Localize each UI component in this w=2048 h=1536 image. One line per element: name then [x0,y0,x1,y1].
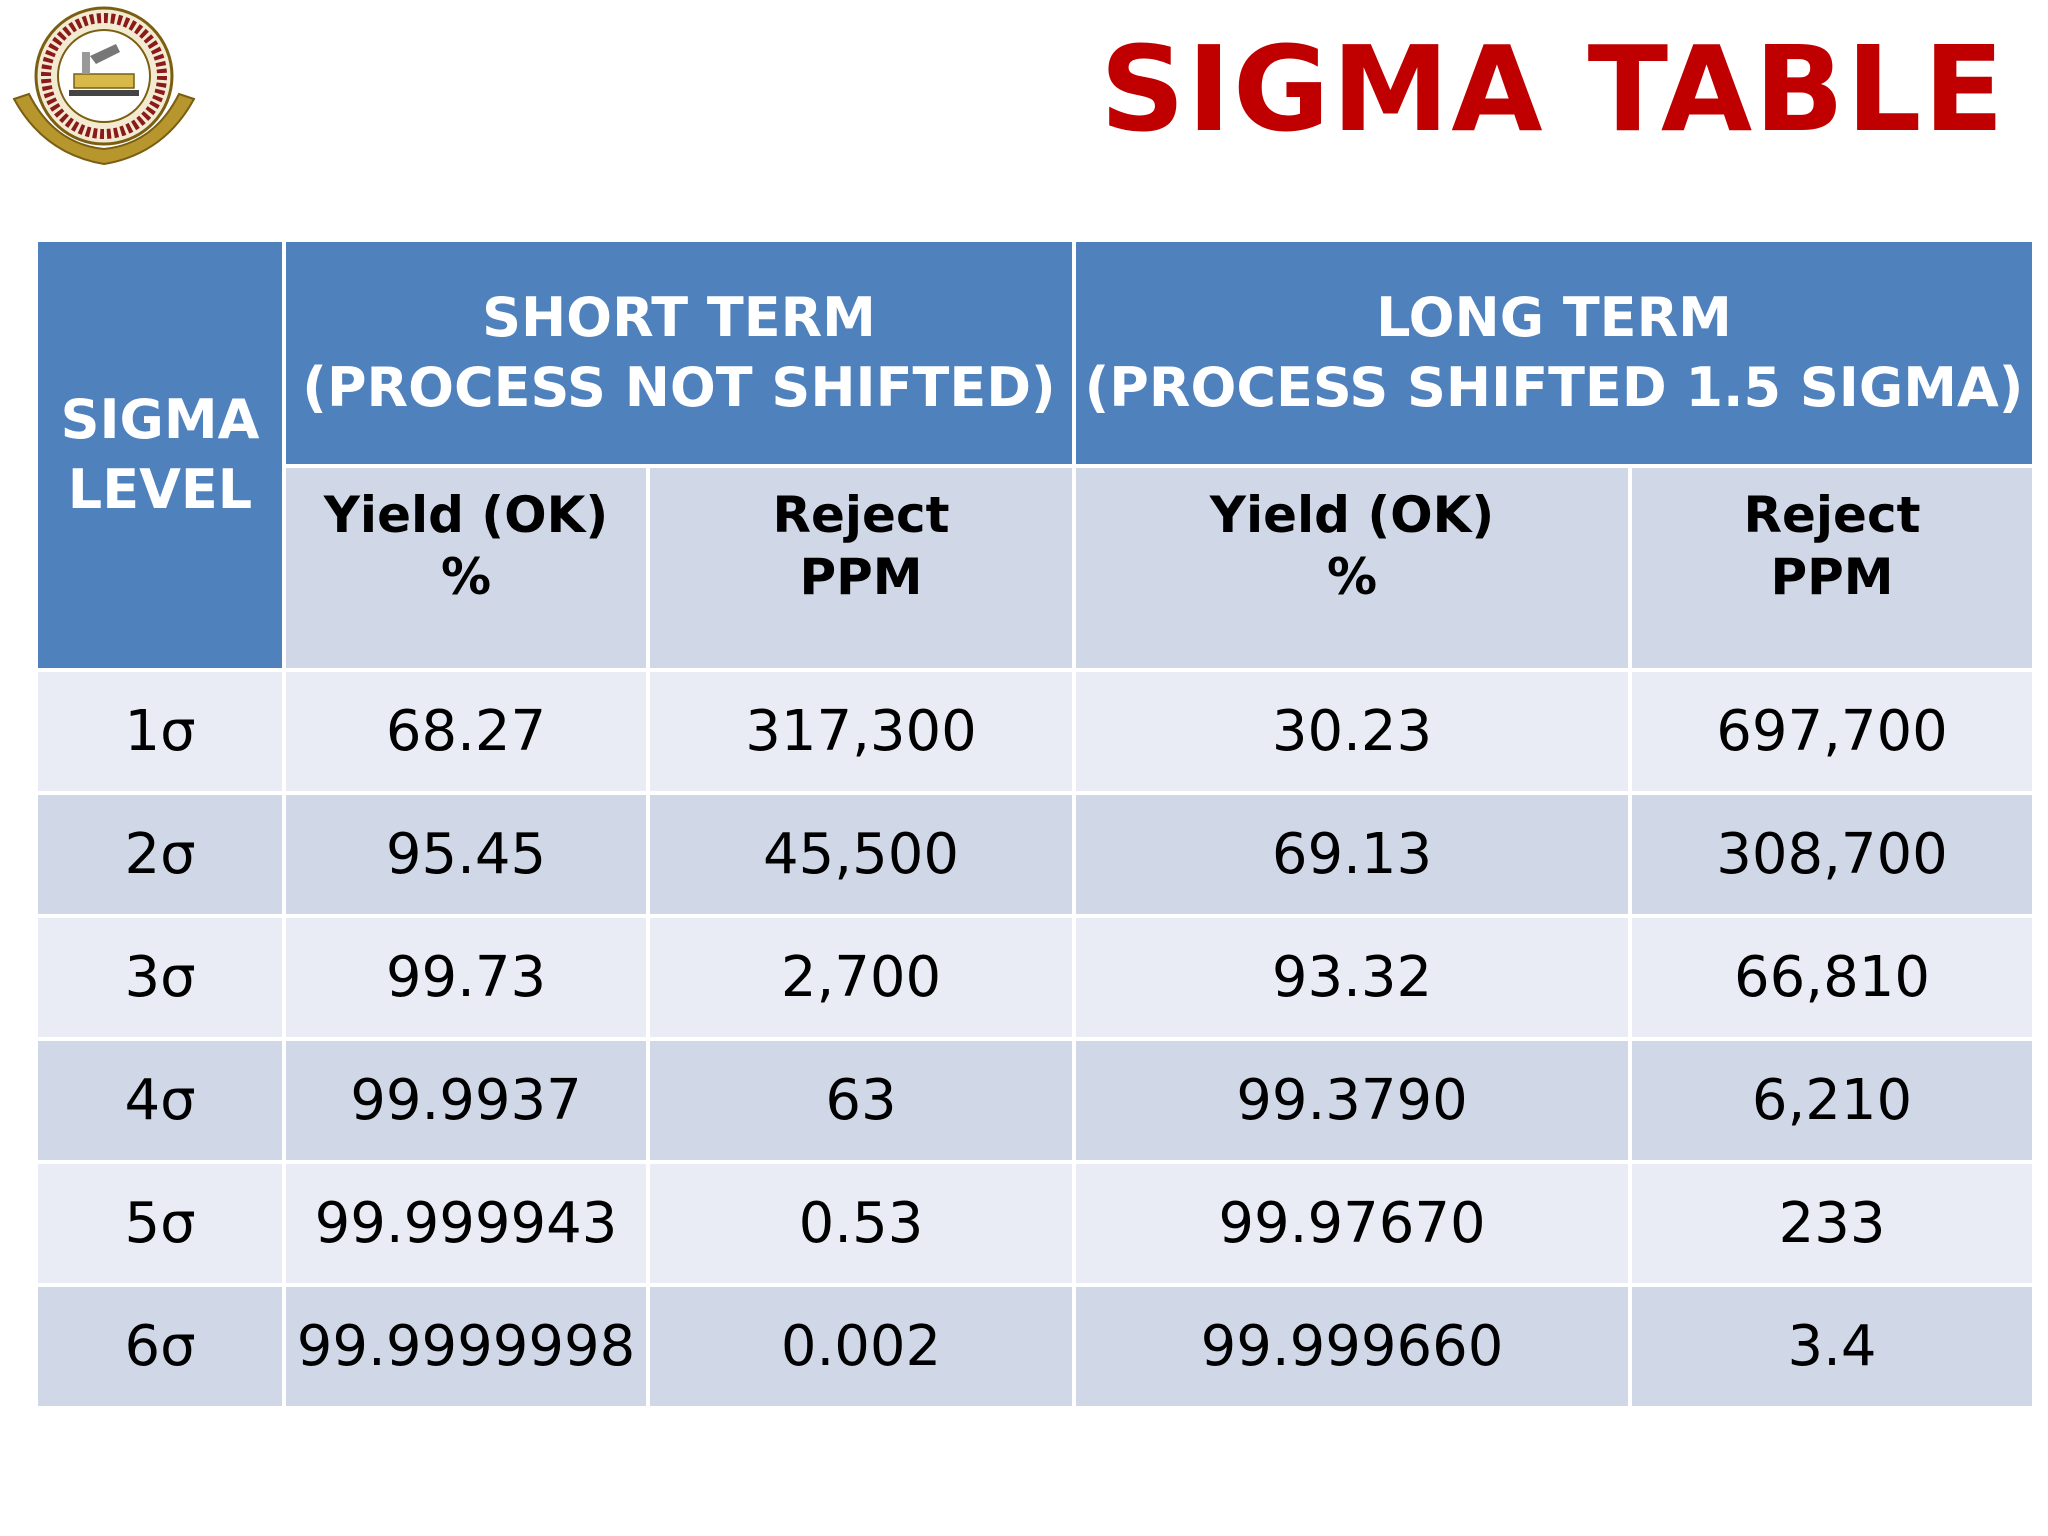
sigma-level-cell: 6σ [34,1283,286,1410]
long-term-reject-cell: 6,210 [1628,1037,2037,1164]
long-term-reject-cell: 233 [1628,1160,2037,1287]
table-row: 3σ 99.73 2,700 93.32 66,810 [34,914,2037,1041]
university-seal-icon [12,6,196,166]
long-term-yield-header: Yield (OK) % [1072,464,1633,672]
short-term-yield-cell: 99.9937 [282,1037,650,1164]
sigma-level-cell: 1σ [34,668,286,795]
sigma-level-header-line2: LEVEL [67,458,253,521]
sigma-level-cell: 4σ [34,1037,286,1164]
long-term-header-line2: (PROCESS SHIFTED 1.5 SIGMA) [1084,356,2024,419]
long-term-yield-cell: 99.97670 [1072,1160,1633,1287]
table-row: 1σ 68.27 317,300 30.23 697,700 [34,668,2037,795]
sigma-level-cell: 5σ [34,1160,286,1287]
long-term-yield-cell: 30.23 [1072,668,1633,795]
short-term-reject-cell: 45,500 [645,791,1077,918]
short-term-reject-header: Reject PPM [645,464,1077,672]
short-term-yield-cell: 95.45 [282,791,650,918]
reject-header-line2: PPM [799,548,923,606]
yield-header-line2: % [440,548,492,606]
short-term-header-line2: (PROCESS NOT SHIFTED) [302,356,1056,419]
short-term-reject-cell: 63 [645,1037,1077,1164]
table-row: 6σ 99.9999998 0.002 99.999660 3.4 [34,1283,2037,1410]
short-term-yield-cell: 99.73 [282,914,650,1041]
long-term-yield-cell: 99.3790 [1072,1037,1633,1164]
long-term-reject-header: Reject PPM [1628,464,2037,672]
sigma-table: SIGMA LEVEL SHORT TERM (PROCESS NOT SHIF… [34,238,2037,1410]
table-row: 2σ 95.45 45,500 69.13 308,700 [34,791,2037,918]
short-term-reject-cell: 317,300 [645,668,1077,795]
reject-header-line1: Reject [772,486,950,544]
long-term-header-line1: LONG TERM [1376,285,1732,349]
sigma-level-cell: 2σ [34,791,286,918]
yield-header-line1: Yield (OK) [323,486,609,544]
long-term-reject-cell: 308,700 [1628,791,2037,918]
long-term-reject-cell: 66,810 [1628,914,2037,1041]
short-term-reject-cell: 0.53 [645,1160,1077,1287]
long-term-yield-cell: 99.999660 [1072,1283,1633,1410]
long-term-header: LONG TERM (PROCESS SHIFTED 1.5 SIGMA) [1072,238,2037,468]
short-term-reject-cell: 2,700 [645,914,1077,1041]
reject-header-line2: PPM [1770,548,1894,606]
long-term-reject-cell: 697,700 [1628,668,2037,795]
sigma-level-header: SIGMA LEVEL [34,238,286,672]
short-term-header: SHORT TERM (PROCESS NOT SHIFTED) [281,238,1077,468]
reject-header-line1: Reject [1743,486,1921,544]
short-term-yield-header: Yield (OK) % [282,464,650,672]
sigma-level-header-line1: SIGMA [60,387,260,451]
sigma-level-cell: 3σ [34,914,286,1041]
short-term-yield-cell: 68.27 [282,668,650,795]
long-term-reject-cell: 3.4 [1628,1283,2037,1410]
short-term-yield-cell: 99.999943 [282,1160,650,1287]
yield-header-line2: % [1326,548,1378,606]
long-term-yield-cell: 93.32 [1072,914,1633,1041]
table-row: 4σ 99.9937 63 99.3790 6,210 [34,1037,2037,1164]
table-row: 5σ 99.999943 0.53 99.97670 233 [34,1160,2037,1287]
short-term-reject-cell: 0.002 [645,1283,1077,1410]
short-term-yield-cell: 99.9999998 [282,1283,650,1410]
long-term-yield-cell: 69.13 [1072,791,1633,918]
page-title: SIGMA TABLE [1100,20,2006,158]
yield-header-line1: Yield (OK) [1209,486,1495,544]
short-term-header-line1: SHORT TERM [482,285,876,349]
